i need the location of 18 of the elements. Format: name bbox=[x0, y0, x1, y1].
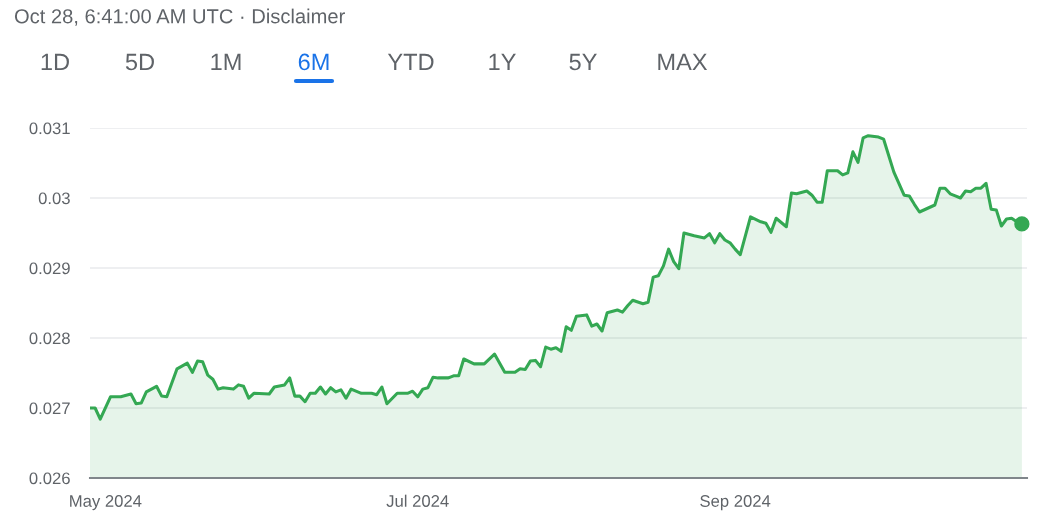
text: 1M bbox=[211, 53, 241, 71]
y-tick-label: 0.028 bbox=[29, 332, 70, 345]
text: 6M bbox=[298, 53, 329, 71]
text: 5Y bbox=[569, 53, 597, 71]
y-tick-label: 0.027 bbox=[29, 402, 70, 415]
x-tick-label: Jul 2024 bbox=[386, 494, 449, 507]
x-tick-label: May 2024 bbox=[70, 495, 142, 511]
text: 5D bbox=[125, 53, 154, 71]
x-tick-label: Sep 2024 bbox=[700, 495, 771, 511]
text: YTD bbox=[387, 53, 434, 71]
chart-title: Oct 28, 6:41:00 AM UTC · Disclaimer bbox=[14, 8, 345, 26]
y-tick-label: 0.029 bbox=[29, 262, 70, 275]
y-tick-label: 0.03 bbox=[38, 192, 70, 205]
y-tick-label: 0.026 bbox=[29, 472, 70, 485]
text: 1Y bbox=[489, 53, 516, 71]
text: MAX bbox=[658, 53, 708, 71]
text: 1D bbox=[41, 53, 69, 71]
y-tick-label: 0.031 bbox=[29, 122, 70, 135]
